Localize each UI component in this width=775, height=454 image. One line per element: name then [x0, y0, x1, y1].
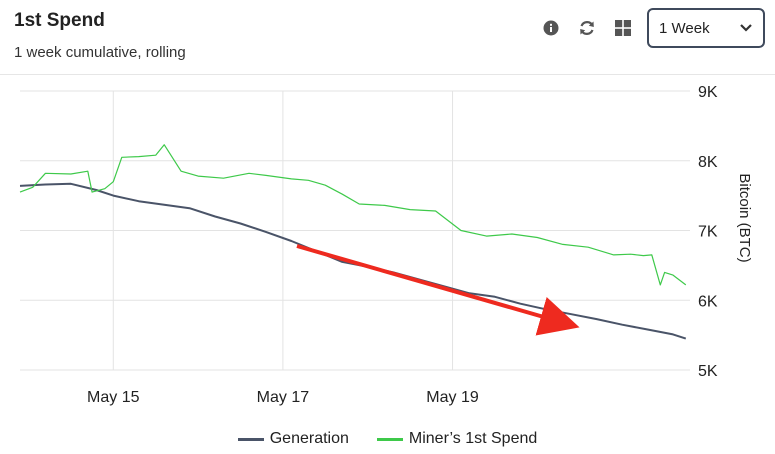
- y-tick-label: 9K: [698, 84, 718, 101]
- header-divider: [0, 74, 775, 75]
- legend-swatch-generation: [237, 437, 264, 441]
- y-tick-label: 7K: [698, 224, 718, 241]
- y-tick-label: 6K: [698, 293, 718, 310]
- x-tick-label: May 17: [257, 389, 310, 406]
- trend-arrow: [296, 244, 580, 336]
- y-axis-label: Bitcoin (BTC): [736, 173, 753, 262]
- chart-toolbar: 1 Week: [533, 8, 765, 48]
- legend-item-generation[interactable]: Generation: [237, 430, 349, 448]
- legend-label-generation: Generation: [269, 430, 349, 447]
- series-miners-1st-spend-line: [19, 144, 687, 286]
- legend-item-miners-1st-spend[interactable]: Miner’s 1st Spend: [376, 430, 538, 448]
- chevron-down-icon: [740, 24, 752, 32]
- legend-swatch-miners-1st-spend: [376, 437, 403, 441]
- line-chart: 5K 6K 7K 8K 9K May 15 May 17 May 19 Bitcoin (BT…: [19, 84, 753, 406]
- refresh-icon: [580, 21, 594, 35]
- info-icon: [543, 20, 559, 36]
- chart-legend: Generation Miner’s 1st Spend: [0, 430, 775, 448]
- refresh-button[interactable]: [569, 9, 605, 47]
- x-tick-label: May 15: [87, 389, 140, 406]
- y-tick-label: 5K: [698, 363, 718, 380]
- grid-icon: [615, 20, 631, 36]
- range-select-value: 1 Week: [659, 19, 710, 37]
- range-select[interactable]: 1 Week: [647, 8, 765, 48]
- legend-label-miners-1st-spend: Miner’s 1st Spend: [408, 430, 538, 447]
- chart-subtitle: 1 week cumulative, rolling: [14, 44, 186, 61]
- y-tick-label: 8K: [698, 154, 718, 171]
- chart-title: 1st Spend: [14, 10, 105, 31]
- x-tick-label: May 19: [426, 389, 479, 406]
- info-button[interactable]: [533, 9, 569, 47]
- grid-view-button[interactable]: [605, 9, 641, 47]
